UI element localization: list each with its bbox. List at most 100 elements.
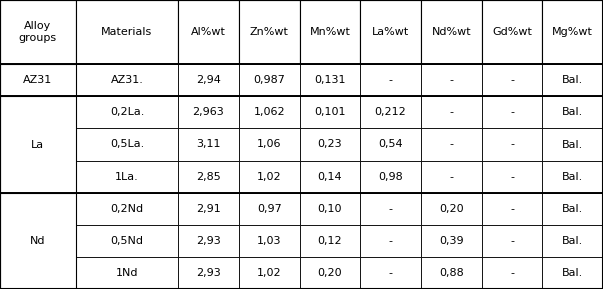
Text: Mg%wt: Mg%wt <box>552 27 593 37</box>
Text: 0,5Nd: 0,5Nd <box>110 236 144 246</box>
Bar <box>239 96 300 128</box>
Bar <box>178 161 239 193</box>
Bar <box>0 193 76 289</box>
Text: 1,02: 1,02 <box>257 172 282 181</box>
Text: 1La.: 1La. <box>115 172 139 181</box>
Bar <box>360 64 421 96</box>
Bar <box>178 128 239 161</box>
Bar <box>300 64 360 96</box>
Text: 0,212: 0,212 <box>374 108 406 117</box>
Text: -: - <box>510 75 514 85</box>
Bar <box>300 161 360 193</box>
Bar <box>421 0 482 64</box>
Bar <box>300 128 360 161</box>
Bar <box>482 193 542 225</box>
Bar <box>0 0 76 64</box>
Text: 0,98: 0,98 <box>378 172 403 181</box>
Text: 0,987: 0,987 <box>253 75 285 85</box>
Bar <box>421 128 482 161</box>
Bar <box>542 193 603 225</box>
Bar <box>360 96 421 128</box>
Text: -: - <box>510 140 514 149</box>
Bar <box>0 64 603 96</box>
Bar <box>360 257 421 289</box>
Bar <box>239 128 300 161</box>
Bar <box>239 0 300 64</box>
Bar <box>239 193 300 225</box>
Bar <box>542 0 603 64</box>
Bar <box>0 193 603 289</box>
Bar <box>542 64 603 96</box>
Text: 0,2La.: 0,2La. <box>110 108 144 117</box>
Bar <box>178 64 239 96</box>
Bar <box>542 96 603 128</box>
Text: Bal.: Bal. <box>562 140 583 149</box>
Bar <box>300 225 360 257</box>
Bar <box>0 0 603 64</box>
Text: 0,131: 0,131 <box>314 75 346 85</box>
Text: Bal.: Bal. <box>562 75 583 85</box>
Bar <box>0 64 76 96</box>
Bar <box>360 193 421 225</box>
Text: 0,5La.: 0,5La. <box>110 140 144 149</box>
Text: 0,97: 0,97 <box>257 204 282 214</box>
Text: -: - <box>449 75 453 85</box>
Text: La: La <box>31 140 45 149</box>
Bar <box>360 225 421 257</box>
Text: Alloy
groups: Alloy groups <box>19 21 57 43</box>
Text: 0,12: 0,12 <box>318 236 342 246</box>
Text: 2,85: 2,85 <box>196 172 221 181</box>
Text: -: - <box>449 172 453 181</box>
Text: Bal.: Bal. <box>562 268 583 278</box>
Bar <box>482 64 542 96</box>
Bar <box>421 193 482 225</box>
Text: 0,39: 0,39 <box>439 236 464 246</box>
Text: 0,2Nd: 0,2Nd <box>110 204 144 214</box>
Bar <box>76 128 178 161</box>
Bar <box>76 64 178 96</box>
Text: 3,11: 3,11 <box>196 140 221 149</box>
Bar <box>482 225 542 257</box>
Bar <box>300 96 360 128</box>
Bar <box>421 161 482 193</box>
Text: Nd: Nd <box>30 236 46 246</box>
Text: 2,93: 2,93 <box>196 268 221 278</box>
Bar <box>421 64 482 96</box>
Text: Bal.: Bal. <box>562 204 583 214</box>
Text: AZ31.: AZ31. <box>110 75 144 85</box>
Bar <box>421 257 482 289</box>
Bar <box>0 96 603 193</box>
Text: -: - <box>510 236 514 246</box>
Bar <box>542 257 603 289</box>
Text: 1Nd: 1Nd <box>116 268 138 278</box>
Text: -: - <box>388 236 393 246</box>
Bar <box>482 128 542 161</box>
Text: -: - <box>510 268 514 278</box>
Text: 1,06: 1,06 <box>257 140 282 149</box>
Text: Bal.: Bal. <box>562 172 583 181</box>
Text: Mn%wt: Mn%wt <box>309 27 350 37</box>
Bar <box>300 0 360 64</box>
Bar <box>482 0 542 64</box>
Text: AZ31: AZ31 <box>24 75 52 85</box>
Text: 1,02: 1,02 <box>257 268 282 278</box>
Text: 0,23: 0,23 <box>318 140 342 149</box>
Text: -: - <box>449 140 453 149</box>
Text: -: - <box>510 204 514 214</box>
Bar <box>360 128 421 161</box>
Bar <box>178 225 239 257</box>
Bar <box>360 0 421 64</box>
Bar <box>239 257 300 289</box>
Text: 0,88: 0,88 <box>439 268 464 278</box>
Bar <box>76 161 178 193</box>
Bar <box>76 225 178 257</box>
Bar <box>76 96 178 128</box>
Text: 0,54: 0,54 <box>378 140 403 149</box>
Text: Gd%wt: Gd%wt <box>492 27 532 37</box>
Text: Materials: Materials <box>101 27 153 37</box>
Bar <box>482 96 542 128</box>
Bar <box>482 257 542 289</box>
Bar <box>542 128 603 161</box>
Text: 2,91: 2,91 <box>196 204 221 214</box>
Text: 0,10: 0,10 <box>318 204 342 214</box>
